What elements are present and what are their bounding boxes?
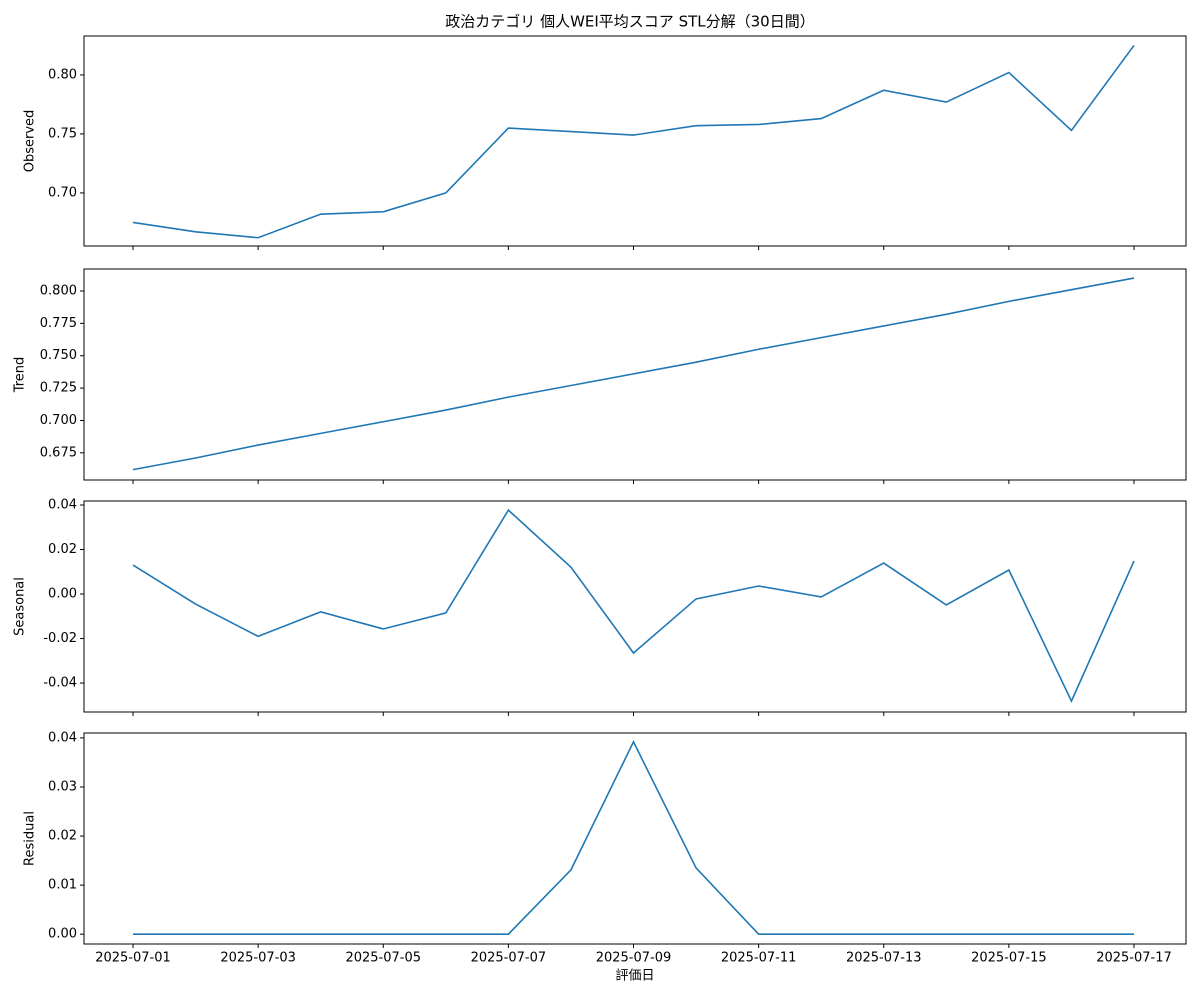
y-tick-label: 0.70 <box>48 185 77 200</box>
y-tick-label: 0.04 <box>48 730 77 745</box>
y-tick-label: 0.725 <box>40 381 77 396</box>
y-tick-label: 0.02 <box>48 829 77 844</box>
y-tick-label: 0.00 <box>48 587 77 602</box>
plot-area <box>83 500 1187 713</box>
x-tick-label: 2025-07-17 <box>1096 951 1172 966</box>
y-tick-label: 0.04 <box>48 498 77 513</box>
line <box>132 44 1135 239</box>
line <box>132 277 1135 471</box>
plot-area <box>83 35 1187 247</box>
y-tick-label: 0.800 <box>40 284 77 299</box>
y-tick-label: -0.04 <box>43 676 77 691</box>
x-tick-label: 2025-07-13 <box>846 951 922 966</box>
chart-title: 政治カテゴリ 個人WEI平均スコア STL分解（30日間） <box>445 13 814 31</box>
y-tick-label: 0.80 <box>48 67 77 82</box>
y-tick-label: 0.75 <box>48 126 77 141</box>
line <box>133 740 1134 935</box>
x-tick-label: 2025-07-11 <box>721 951 797 966</box>
plot-area <box>83 732 1187 945</box>
line <box>132 508 1135 704</box>
x-axis-label: 評価日 <box>615 969 654 984</box>
y-axis-label: Residual <box>23 811 38 866</box>
y-tick-label: 0.675 <box>40 445 77 460</box>
y-tick-label: 0.03 <box>48 779 77 794</box>
y-tick-label: -0.02 <box>43 631 77 646</box>
x-tick-label: 2025-07-03 <box>220 951 296 966</box>
y-tick-label: 0.02 <box>48 542 77 557</box>
y-axis-label: Trend <box>13 357 28 394</box>
y-axis-label: Seasonal <box>13 577 28 636</box>
y-tick-label: 0.00 <box>48 927 77 942</box>
x-tick-label: 2025-07-09 <box>596 951 672 966</box>
x-tick-label: 2025-07-15 <box>971 951 1047 966</box>
y-axis-label: Observed <box>23 110 38 173</box>
x-tick-label: 2025-07-05 <box>345 951 421 966</box>
x-tick-label: 2025-07-01 <box>95 951 171 966</box>
y-tick-label: 0.700 <box>40 413 77 428</box>
y-tick-label: 0.750 <box>40 348 77 363</box>
plot-area <box>83 268 1187 481</box>
y-tick-label: 0.775 <box>40 316 77 331</box>
x-tick-label: 2025-07-07 <box>471 951 547 966</box>
y-tick-label: 0.01 <box>48 878 77 893</box>
